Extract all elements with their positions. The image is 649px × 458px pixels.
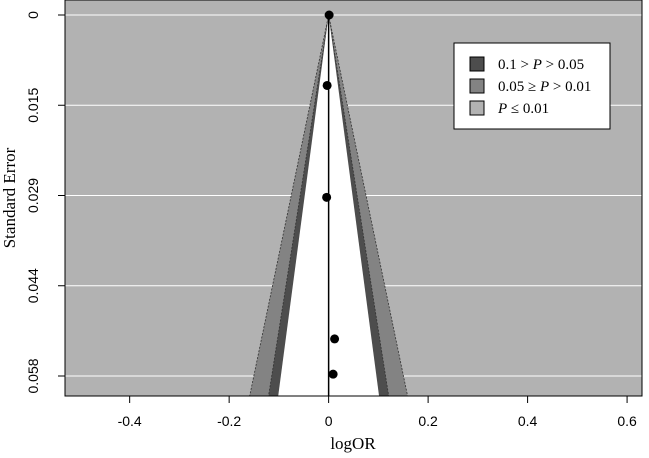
y-axis: 0 0.015 0.029 0.044 0.058 [25, 11, 65, 394]
legend-swatch-2 [469, 100, 485, 116]
study-point-3 [322, 192, 332, 202]
y-tick-label-0: 0 [25, 11, 41, 19]
legend: 0.1 > P > 0.05 0.05 ≥ P > 0.01 P ≤ 0.01 [453, 42, 611, 130]
y-tick-label-2: 0.029 [25, 178, 41, 213]
x-tick-label-5: 0.6 [617, 413, 637, 429]
study-point-4 [330, 334, 340, 344]
y-axis-title: Standard Error [0, 147, 19, 248]
y-tick-label-1: 0.015 [25, 88, 41, 123]
x-axis: -0.4 -0.2 0 0.2 0.4 0.6 [118, 395, 637, 429]
legend-label-2: P ≤ 0.01 [497, 101, 549, 117]
legend-label-1: 0.05 ≥ P > 0.01 [498, 79, 591, 95]
y-tick-label-4: 0.058 [25, 358, 41, 393]
study-point-5 [328, 369, 338, 379]
legend-label-0: 0.1 > P > 0.05 [498, 57, 584, 73]
x-axis-title: logOR [330, 434, 376, 453]
x-tick-label-4: 0.4 [518, 413, 538, 429]
x-tick-label-1: -0.2 [217, 413, 241, 429]
study-point-2 [322, 80, 332, 90]
legend-swatch-1 [469, 78, 485, 94]
study-points [322, 10, 340, 379]
x-tick-label-3: 0.2 [418, 413, 438, 429]
study-point-1 [324, 10, 334, 20]
x-tick-label-0: -0.4 [118, 413, 142, 429]
legend-swatch-0 [469, 56, 485, 72]
y-tick-label-3: 0.044 [25, 268, 41, 303]
x-tick-label-2: 0 [325, 413, 333, 429]
